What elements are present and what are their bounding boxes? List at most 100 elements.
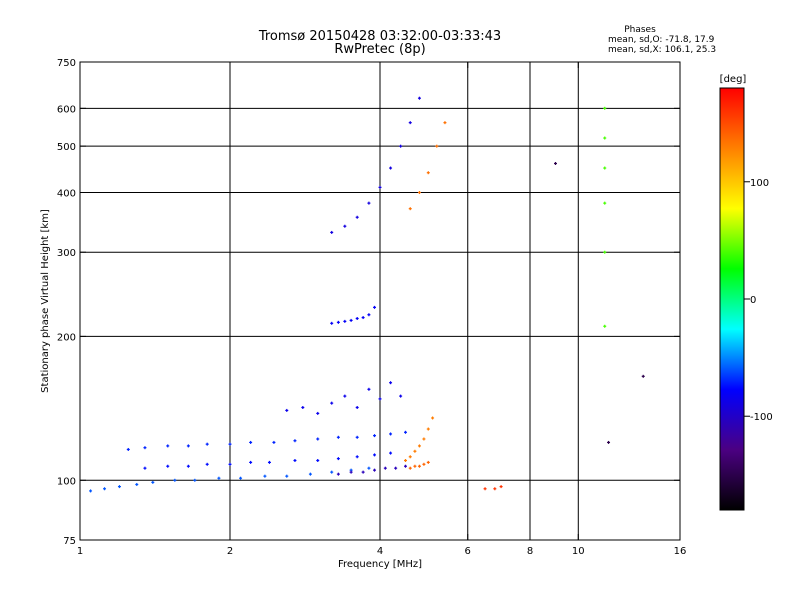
- grid-lines: [80, 62, 680, 540]
- data-point: [193, 478, 197, 482]
- data-point: [553, 161, 557, 165]
- data-point: [603, 136, 607, 140]
- data-point: [373, 434, 377, 438]
- data-point: [228, 442, 232, 446]
- data-point: [103, 487, 107, 491]
- colorbar-label: [deg]: [720, 74, 747, 85]
- x-axis-label: Frequency [MHz]: [338, 559, 422, 570]
- data-point: [603, 250, 607, 254]
- data-point: [336, 472, 340, 476]
- colorbar-ticks: 100 0 -100: [744, 178, 773, 423]
- data-point: [143, 446, 147, 450]
- chart-title: Tromsø 20150428 03:32:00-03:33:43: [258, 29, 501, 44]
- y-axis-ticks: 75 100 200 300 400 500 600 750: [57, 58, 680, 547]
- data-point: [272, 440, 276, 444]
- phases-heading: Phases: [624, 25, 656, 35]
- data-point: [417, 444, 421, 448]
- data-point: [186, 464, 190, 468]
- data-point: [205, 442, 209, 446]
- data-point: [367, 201, 371, 205]
- data-point: [417, 96, 421, 100]
- colorbar-tick-label: 100: [750, 178, 769, 189]
- colorbar-tick-label: 0: [750, 295, 756, 306]
- data-point: [483, 487, 487, 491]
- data-point: [126, 447, 130, 451]
- x-tick-label: 8: [527, 546, 533, 557]
- data-point: [343, 319, 347, 323]
- data-point: [431, 416, 435, 420]
- x-tick-label: 2: [227, 546, 233, 557]
- data-point: [330, 470, 334, 474]
- data-point: [285, 474, 289, 478]
- data-point: [267, 460, 271, 464]
- data-point: [435, 144, 439, 148]
- data-point: [293, 458, 297, 462]
- data-point: [603, 324, 607, 328]
- data-point: [355, 405, 359, 409]
- y-tick-label: 300: [57, 248, 76, 259]
- data-point: [361, 316, 365, 320]
- data-point: [389, 432, 393, 436]
- y-axis-label: Stationary phase Virtual Height [km]: [40, 209, 51, 393]
- data-point: [135, 482, 139, 486]
- y-tick-label: 750: [57, 58, 76, 69]
- data-point: [413, 464, 417, 468]
- data-point: [355, 215, 359, 219]
- data-point: [408, 466, 412, 470]
- data-point: [426, 460, 430, 464]
- data-point: [499, 485, 503, 489]
- data-point: [493, 487, 497, 491]
- data-point: [367, 313, 371, 317]
- data-point: [343, 224, 347, 228]
- data-point: [263, 474, 267, 478]
- y-tick-label: 600: [57, 104, 76, 115]
- data-point: [408, 455, 412, 459]
- data-point: [367, 387, 371, 391]
- data-point: [403, 464, 407, 468]
- colorbar-tick-label: -100: [750, 412, 773, 423]
- x-tick-label: 16: [674, 546, 687, 557]
- data-point: [373, 305, 377, 309]
- data-point: [361, 470, 365, 474]
- data-point: [239, 476, 243, 480]
- data-point: [336, 435, 340, 439]
- data-point: [378, 185, 382, 189]
- data-point: [389, 166, 393, 170]
- x-tick-label: 10: [572, 546, 585, 557]
- data-point: [301, 405, 305, 409]
- y-tick-label: 75: [63, 536, 76, 547]
- data-point: [417, 464, 421, 468]
- data-point: [228, 462, 232, 466]
- data-point: [389, 381, 393, 385]
- data-point: [349, 318, 353, 322]
- data-point: [389, 451, 393, 455]
- data-point: [417, 190, 421, 194]
- data-point: [355, 316, 359, 320]
- data-point: [408, 121, 412, 125]
- data-point: [408, 207, 412, 211]
- phases-o-mode: mean, sd,O: -71.8, 17.9: [608, 35, 715, 45]
- data-point: [413, 449, 417, 453]
- data-point: [399, 144, 403, 148]
- data-point: [143, 466, 147, 470]
- data-point: [249, 440, 253, 444]
- data-point: [166, 444, 170, 448]
- data-point: [293, 439, 297, 443]
- y-tick-label: 400: [57, 188, 76, 199]
- data-point: [373, 468, 377, 472]
- data-point: [426, 171, 430, 175]
- data-point: [603, 201, 607, 205]
- data-point: [186, 444, 190, 448]
- data-point: [367, 466, 371, 470]
- data-point: [330, 230, 334, 234]
- data-points: [89, 96, 645, 493]
- colorbar: [719, 87, 745, 511]
- y-tick-label: 100: [57, 476, 76, 487]
- data-point: [173, 478, 177, 482]
- x-tick-label: 6: [465, 546, 471, 557]
- phases-x-mode: mean, sd,X: 106.1, 25.3: [608, 45, 716, 55]
- data-point: [349, 470, 353, 474]
- x-axis-ticks: 1 2 4 6 8 10 16: [77, 62, 687, 557]
- data-point: [403, 458, 407, 462]
